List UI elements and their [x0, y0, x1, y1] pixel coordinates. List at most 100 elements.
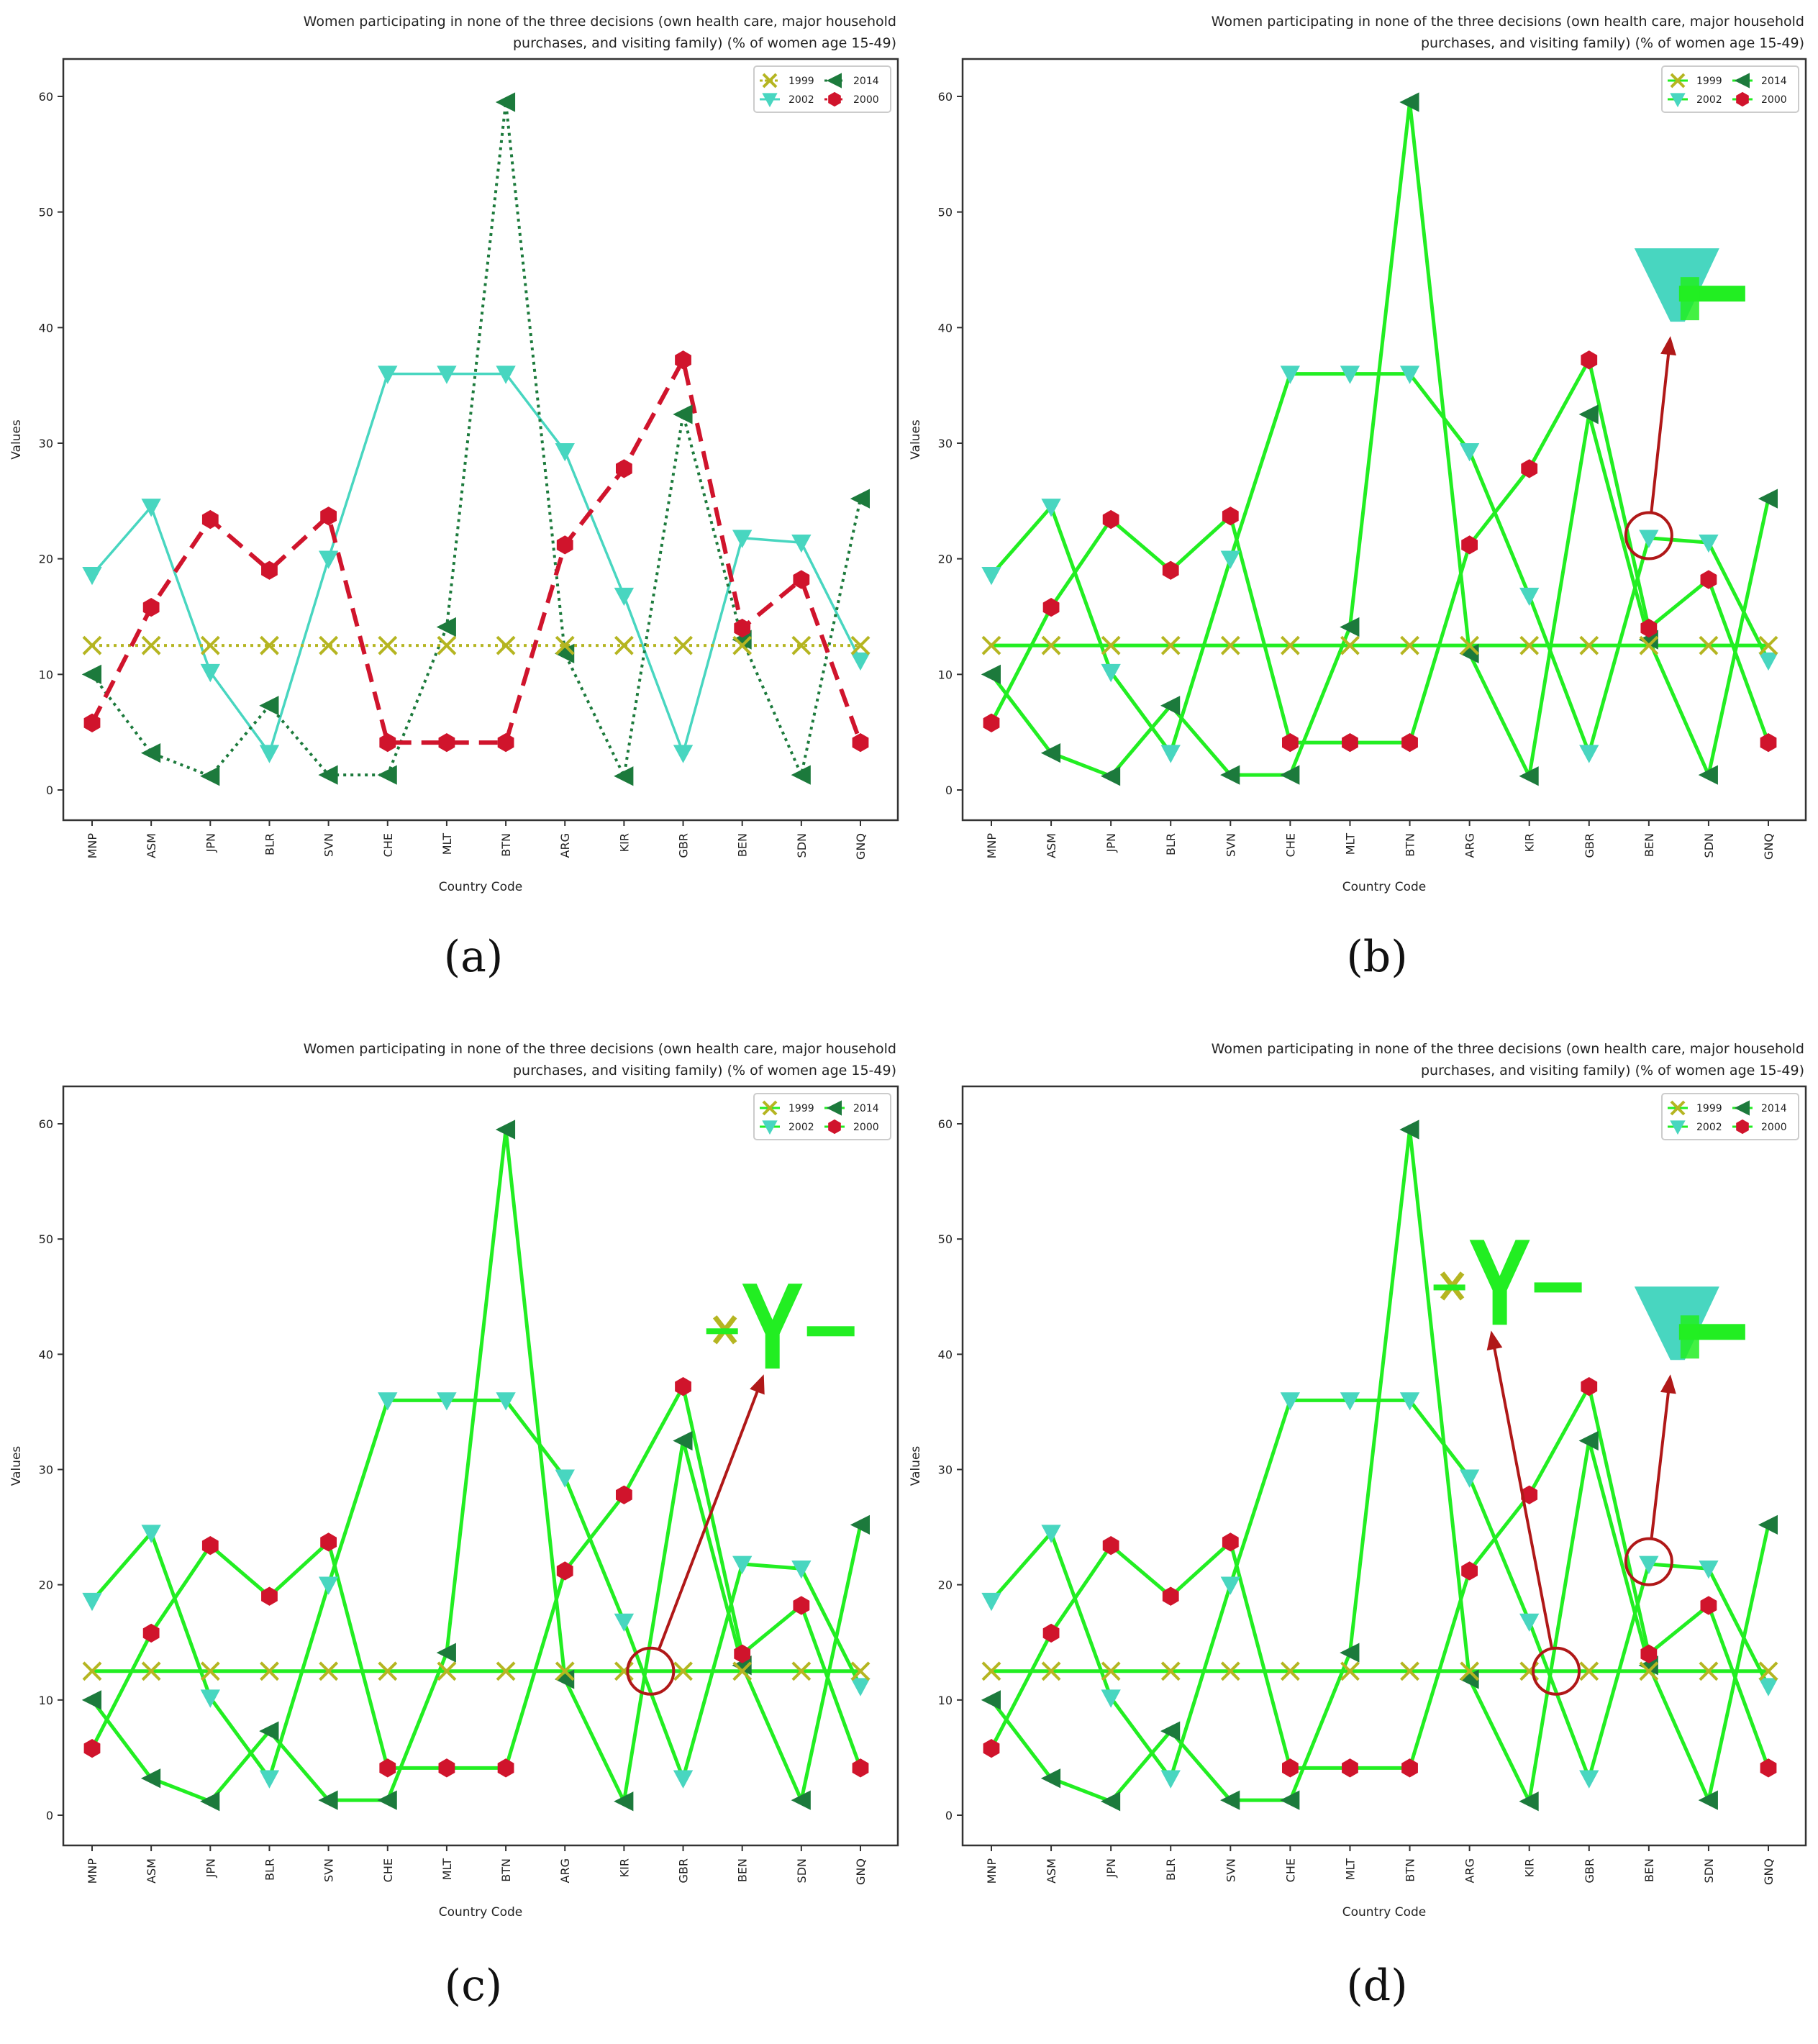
data-point-2002: [1160, 1770, 1181, 1789]
zoom-annotation: [626, 1284, 855, 1696]
y-tick-label: 0: [46, 783, 53, 797]
data-point-2000: [1700, 570, 1717, 589]
plot-frame: [62, 1085, 899, 1847]
data-point-2000: [261, 560, 278, 580]
legend-marker-1999: [1670, 73, 1686, 88]
data-point-2002: [1519, 587, 1540, 607]
data-point-2000: [497, 732, 514, 753]
data-point-2002: [259, 1770, 280, 1789]
data-point-1999: [141, 635, 161, 655]
data-point-2000: [201, 509, 219, 530]
data-point-2000: [1281, 732, 1299, 753]
data-point-2014: [377, 765, 397, 785]
data-point-2002: [614, 587, 635, 607]
data-point-2002: [791, 1561, 812, 1579]
x-tick-label: SVN: [1224, 833, 1237, 857]
zoomed-line-segment: [806, 1326, 855, 1337]
data-point-2002: [1699, 534, 1719, 553]
x-tick-label: GNQ: [1762, 833, 1776, 860]
data-point-2000: [983, 1738, 1000, 1758]
data-point-2002: [1758, 1678, 1778, 1696]
data-point-1999: [260, 1661, 279, 1681]
x-tick-label: BEN: [1642, 1858, 1656, 1882]
data-point-2000: [852, 732, 869, 753]
data-point-2002: [318, 1576, 339, 1595]
data-point-1999: [1699, 1661, 1719, 1681]
y-tick-label: 60: [39, 90, 53, 104]
data-point-2014: [981, 1690, 1001, 1710]
data-point-1999: [141, 1661, 161, 1681]
data-point-2014: [1399, 1119, 1419, 1140]
highlight-circle: [1624, 511, 1673, 560]
data-point-2002: [437, 365, 457, 384]
highlight-circle: [1532, 1646, 1581, 1696]
zoom-annotation: [1624, 248, 1745, 560]
data-point-2002: [1101, 663, 1121, 683]
x-tick-label: ARG: [1463, 1858, 1477, 1883]
data-point-1999: [1160, 635, 1181, 655]
data-point-1999: [1639, 635, 1659, 655]
data-point-2014: [377, 1790, 397, 1810]
x-tick-label: SDN: [1702, 1858, 1716, 1883]
data-point-2014: [1758, 1514, 1778, 1535]
chart-panel: Women participating in none of the three…: [9, 14, 899, 982]
data-point-2002: [1519, 1613, 1540, 1632]
data-point-2000: [793, 1596, 810, 1615]
x-tick-label: MLT: [440, 833, 454, 855]
data-point-2000: [1640, 1644, 1658, 1663]
data-point-2014: [673, 404, 693, 424]
data-point-1999: [1758, 635, 1778, 655]
x-tick-label: SDN: [795, 1858, 809, 1883]
data-point-1999: [850, 635, 871, 655]
data-point-2014: [791, 765, 811, 785]
zoomed-legend-glyph: [706, 1284, 855, 1369]
data-point-2000: [201, 1536, 219, 1555]
x-axis-label: Country Code: [439, 1905, 522, 1920]
legend-marker-2000: [1736, 1119, 1749, 1135]
legend-label-2014: 2014: [853, 76, 879, 87]
series-markers-2002: [981, 1392, 1778, 1789]
arrow-head: [750, 1374, 765, 1395]
data-point-2000: [497, 1758, 514, 1778]
data-point-1999: [614, 635, 634, 655]
data-point-1999: [496, 1661, 516, 1681]
data-point-2014: [850, 489, 870, 509]
x-tick-label: GBR: [1583, 1858, 1596, 1884]
chart-title: purchases, and visiting family) (% of wo…: [1421, 1063, 1804, 1078]
zoomed-line-segment: [706, 1328, 738, 1335]
x-tick-label: JPN: [204, 833, 217, 853]
data-point-2000: [1162, 1586, 1179, 1606]
data-point-2014: [614, 766, 634, 786]
y-tick-label: 10: [938, 668, 953, 681]
data-point-2000: [1222, 1532, 1239, 1552]
series-line-2002: [990, 372, 1771, 755]
data-point-2000: [438, 732, 455, 753]
legend-marker-1999: [762, 73, 778, 88]
chart-title: purchases, and visiting family) (% of wo…: [513, 1063, 896, 1078]
y-tick-label: 50: [39, 206, 53, 219]
legend-label-2002: 2002: [788, 94, 814, 106]
plot-frame: [961, 58, 1807, 822]
y-tick-label: 40: [39, 321, 53, 335]
zoom-annotation: [1433, 1240, 1582, 1696]
data-point-2000: [1222, 507, 1239, 526]
legend-box: [753, 65, 891, 113]
data-point-2000: [556, 1561, 573, 1581]
data-point-2002: [1340, 1392, 1360, 1411]
chart-title: Women participating in none of the three…: [304, 1041, 896, 1057]
data-point-2000: [1042, 597, 1060, 617]
data-point-2014: [1698, 1790, 1718, 1810]
panel-caption: (c): [445, 1961, 502, 2011]
y-axis-label: Values: [9, 1446, 24, 1486]
series-line-2014: [91, 1127, 863, 1804]
x-tick-label: BTN: [1404, 833, 1417, 857]
data-point-2000: [83, 713, 101, 732]
legend-label-2000: 2000: [853, 1122, 879, 1133]
data-point-1999: [1041, 1661, 1061, 1681]
data-point-1999: [981, 635, 1001, 655]
y-axis-label: Values: [909, 419, 923, 460]
data-point-1999: [981, 1661, 1001, 1681]
legend-label-2000: 2000: [853, 94, 879, 106]
zoomed-line-segment: [1680, 277, 1699, 321]
zoomed-legend-glyph: [1634, 1286, 1745, 1361]
